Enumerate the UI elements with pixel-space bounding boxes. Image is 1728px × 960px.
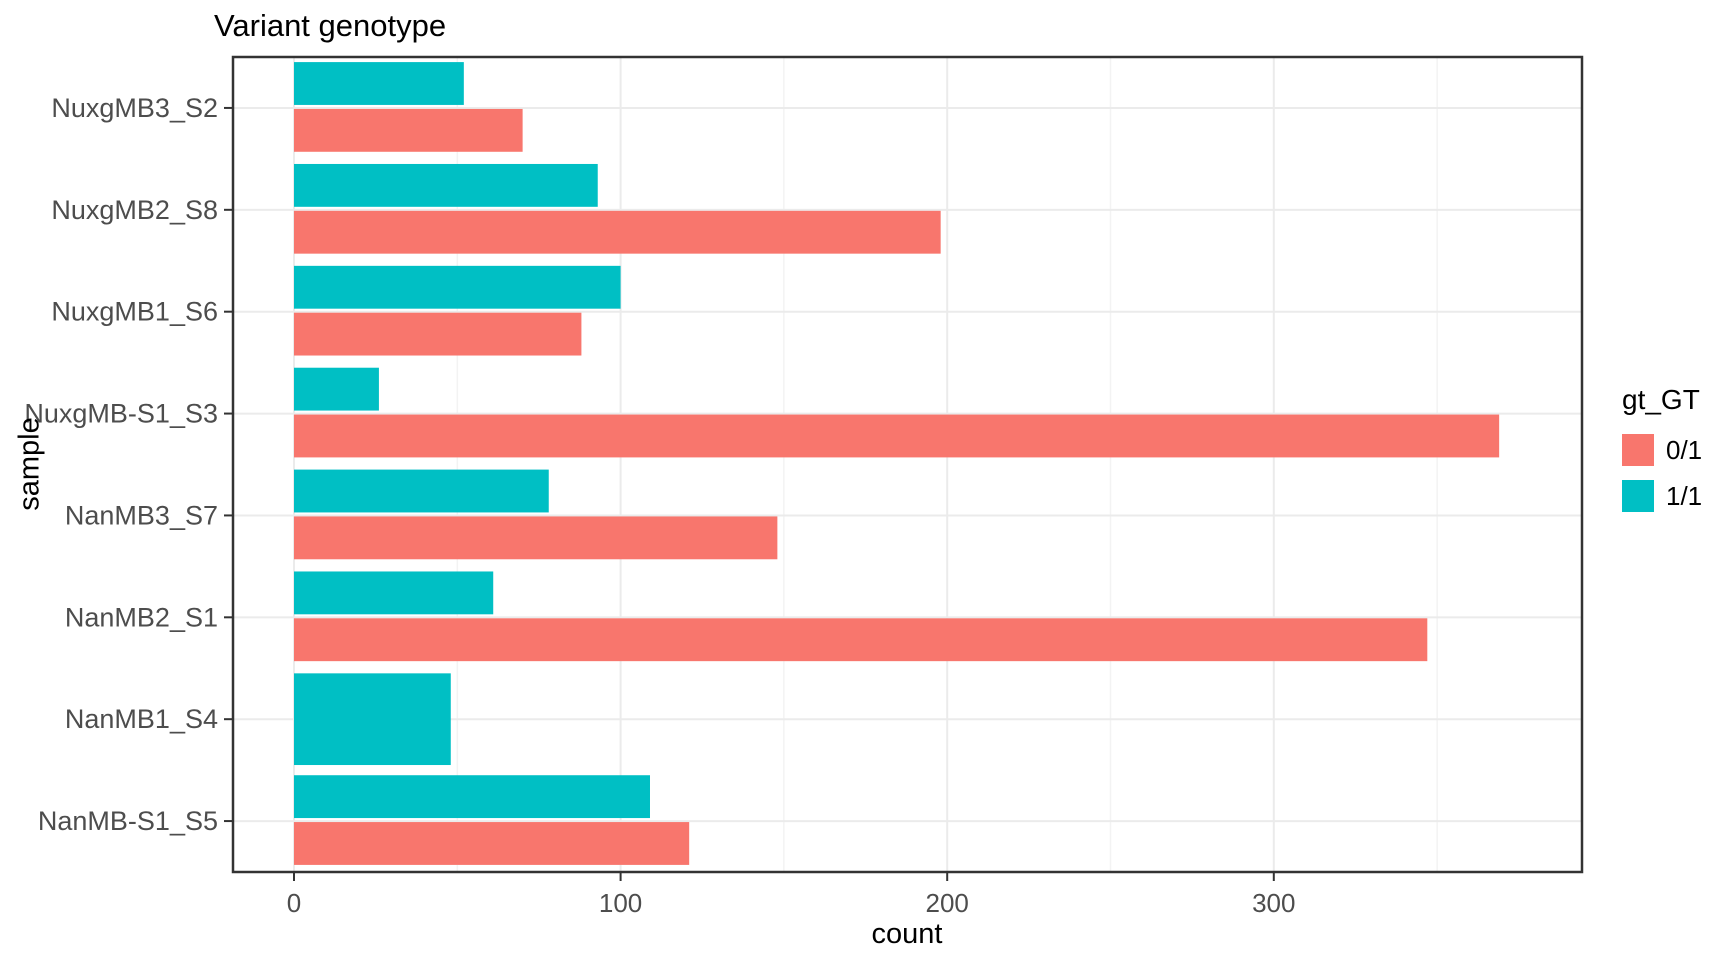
bar-NanMB-S1_S5-1/1 [294, 775, 650, 819]
bar-NuxgMB1_S6-0/1 [294, 312, 582, 356]
y-tick-label-NuxgMB1_S6: NuxgMB1_S6 [51, 297, 218, 327]
x-tick-label-0: 0 [287, 888, 301, 918]
x-tick-label-300: 300 [1252, 888, 1295, 918]
y-tick-label-NanMB3_S7: NanMB3_S7 [65, 500, 218, 530]
chart-title: Variant genotype [214, 8, 447, 43]
y-tick-label-NuxgMB3_S2: NuxgMB3_S2 [51, 93, 218, 123]
bar-NanMB2_S1-0/1 [294, 618, 1428, 662]
bar-NanMB3_S7-0/1 [294, 516, 778, 560]
legend-label-0: 0/1 [1666, 434, 1703, 465]
y-tick-label-NanMB1_S4: NanMB1_S4 [65, 704, 218, 734]
bar-NanMB2_S1-1/1 [294, 571, 494, 615]
legend-title: gt_GT [1622, 384, 1700, 415]
bar-NuxgMB2_S8-1/1 [294, 163, 598, 207]
panel-border [231, 55, 1584, 874]
bar-NuxgMB3_S2-0/1 [294, 108, 523, 152]
bar-NuxgMB3_S2-1/1 [294, 62, 464, 105]
y-tick-label-NanMB2_S1: NanMB2_S1 [65, 602, 218, 632]
x-tick-label-200: 200 [926, 888, 969, 918]
x-tick-label-100: 100 [599, 888, 642, 918]
legend-swatch-0 [1622, 434, 1654, 466]
legend-item: 1/1 [1622, 480, 1702, 512]
bar-NuxgMB-S1_S3-0/1 [294, 414, 1500, 458]
y-tick-label-NuxgMB-S1_S3: NuxgMB-S1_S3 [24, 399, 218, 429]
x-axis-title: count [871, 918, 943, 950]
bar-NuxgMB1_S6-1/1 [294, 265, 621, 309]
legend-swatch-1 [1622, 480, 1654, 512]
bar-NanMB-S1_S5-0/1 [294, 822, 690, 865]
legend-item: 0/1 [1622, 434, 1702, 466]
y-tick-label-NanMB-S1_S5: NanMB-S1_S5 [38, 806, 218, 836]
bar-NanMB1_S4-1/1 [294, 673, 451, 766]
y-tick-label-NuxgMB2_S8: NuxgMB2_S8 [51, 195, 218, 225]
legend-label-1: 1/1 [1666, 480, 1703, 511]
bar-NanMB3_S7-1/1 [294, 469, 549, 513]
bar-NuxgMB-S1_S3-1/1 [294, 367, 379, 411]
bar-NuxgMB2_S8-0/1 [294, 210, 941, 254]
legend: gt_GT 0/1 1/1 [1622, 384, 1702, 526]
y-axis-title: sample [13, 417, 46, 511]
